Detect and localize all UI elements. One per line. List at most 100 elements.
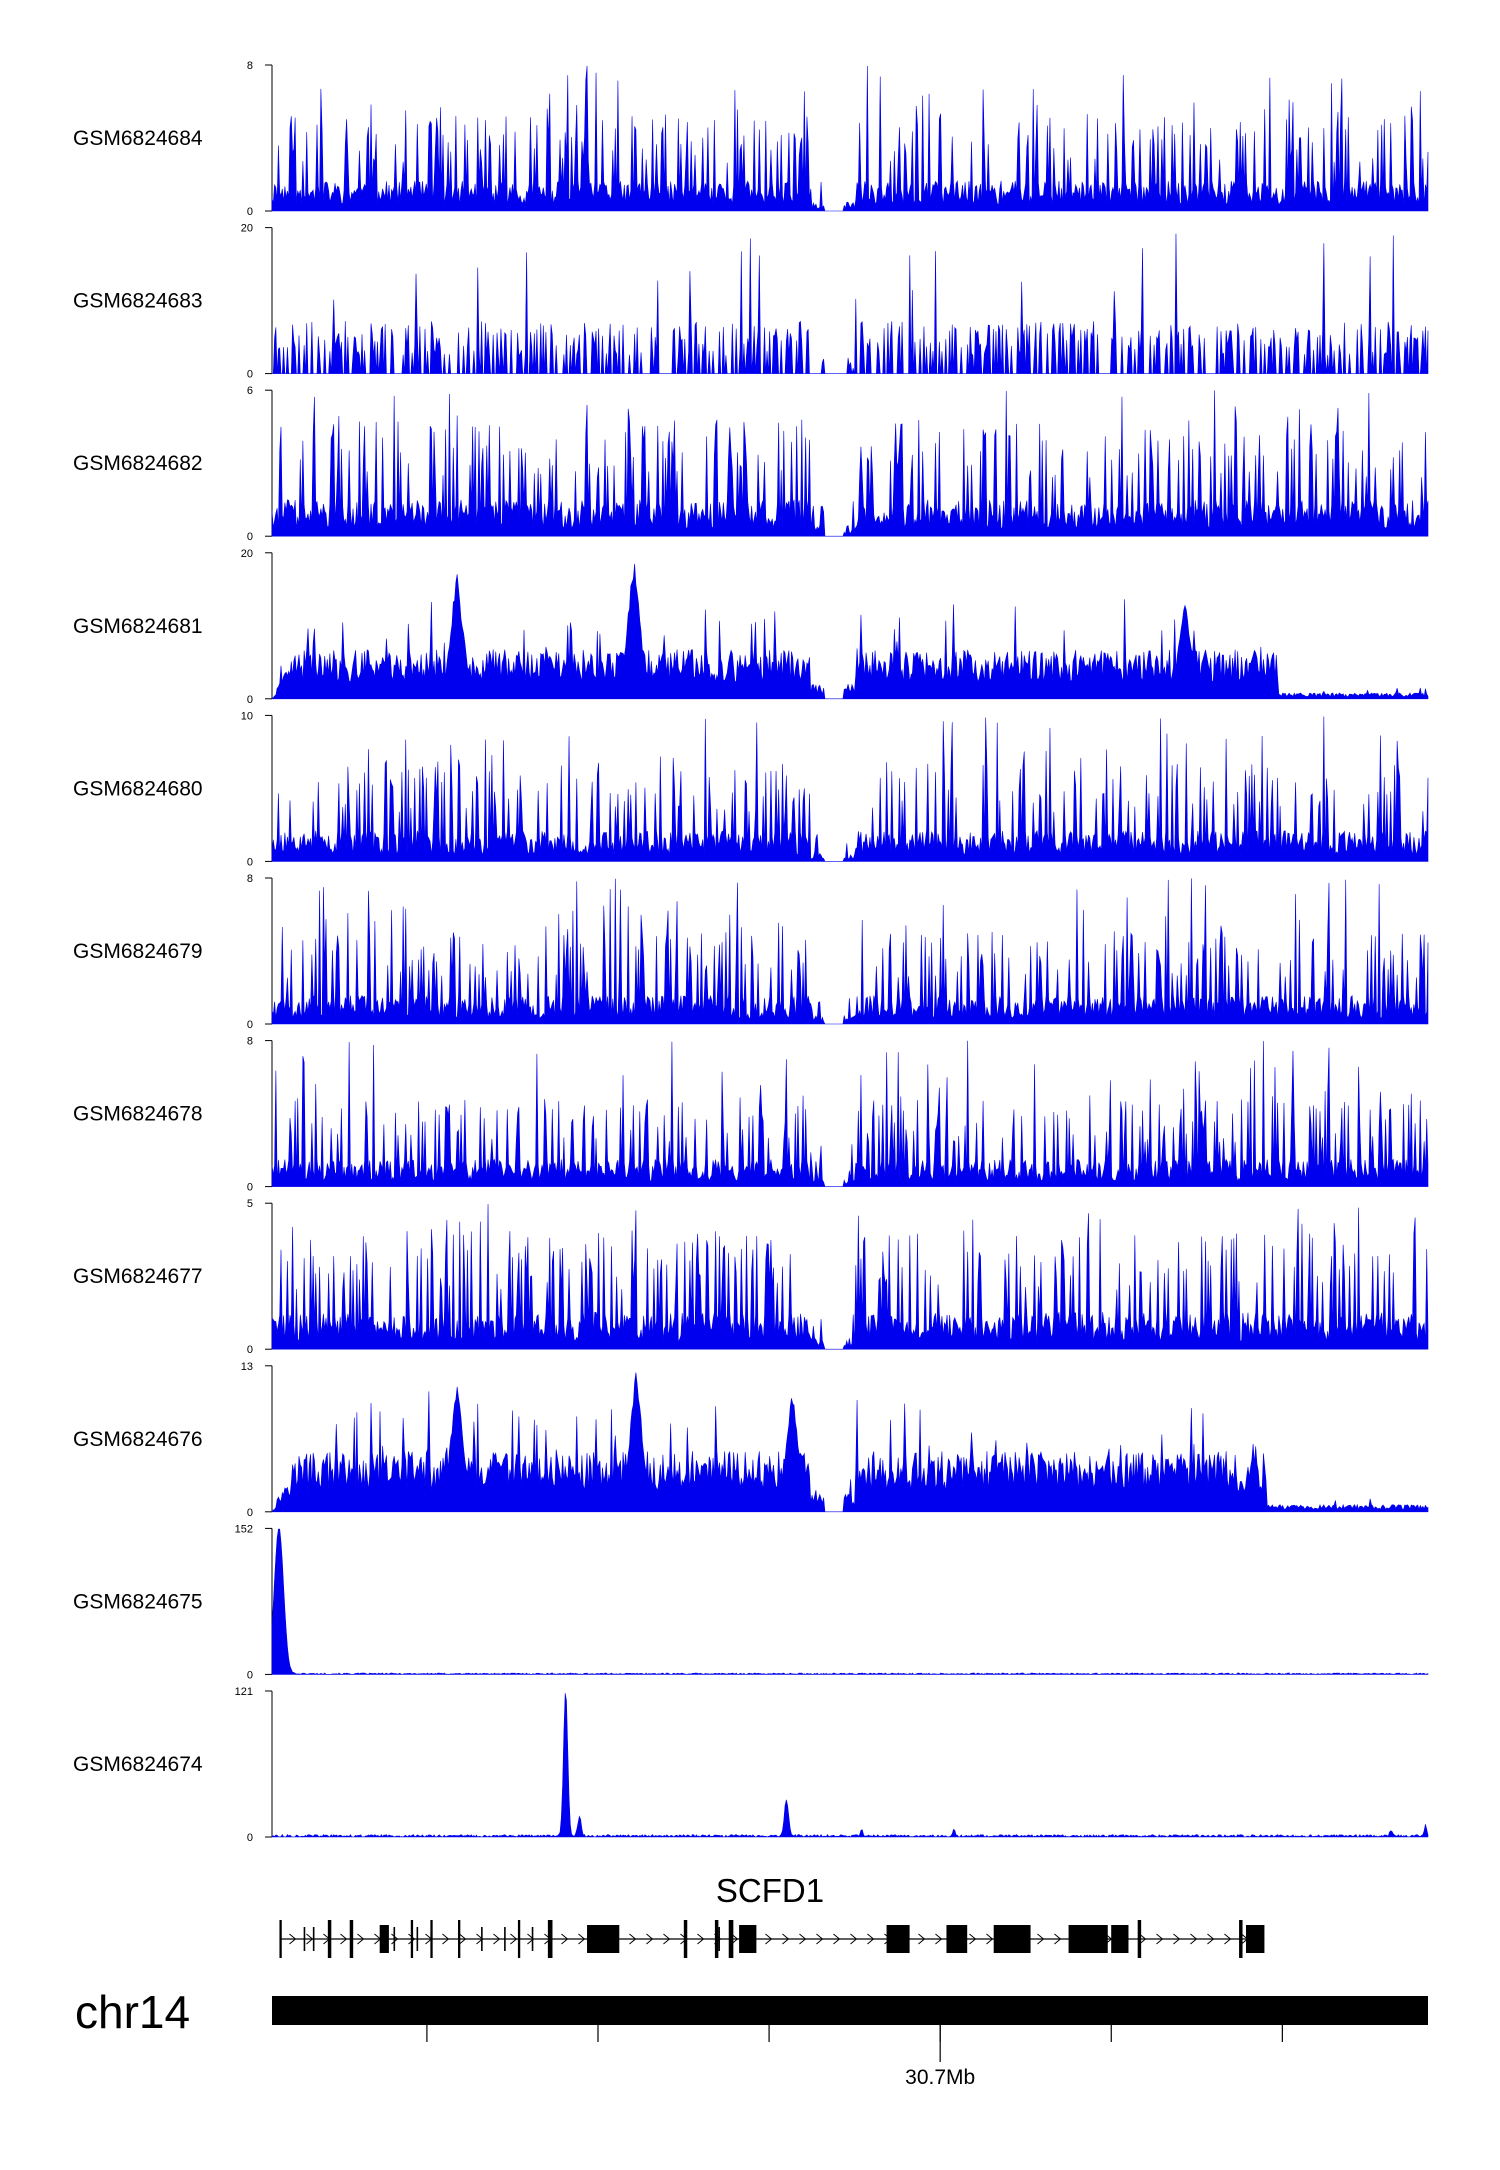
exon-thin <box>312 1927 315 1951</box>
y-max-label: 6 <box>247 385 253 397</box>
exon <box>279 1920 282 1958</box>
strand-arrow <box>918 1933 926 1945</box>
track-label: GSM6824679 <box>73 940 203 963</box>
signal-area <box>271 1693 1429 1838</box>
track-GSM6824684: GSM6824684 8 0 <box>73 60 1429 218</box>
strand-arrow <box>782 1933 790 1945</box>
strand-arrow <box>646 1933 654 1945</box>
track-label: GSM6824674 <box>73 1753 203 1776</box>
exon <box>410 1920 414 1958</box>
exon-thin <box>531 1927 534 1951</box>
track-GSM6824675: GSM6824675 152 0 <box>73 1523 1429 1681</box>
track-GSM6824680: GSM6824680 10 0 <box>73 710 1429 868</box>
y-min-label: 0 <box>247 369 253 381</box>
signal-area <box>272 233 1429 374</box>
strand-arrow <box>1037 1933 1045 1945</box>
exon <box>1111 1925 1129 1953</box>
track-GSM6824674: GSM6824674 121 0 <box>73 1686 1429 1844</box>
y-max-label: 13 <box>241 1361 253 1373</box>
gene-track: SCFD1 <box>279 1872 1265 1958</box>
track-GSM6824683: GSM6824683 20 0 <box>73 223 1429 381</box>
y-max-label: 8 <box>247 1036 253 1048</box>
strand-arrow <box>697 1933 705 1945</box>
strand-arrow <box>289 1933 297 1945</box>
y-max-label: 10 <box>241 710 253 722</box>
track-GSM6824676: GSM6824676 13 0 <box>73 1361 1429 1519</box>
exon <box>946 1925 968 1953</box>
track-label: GSM6824675 <box>73 1590 203 1613</box>
y-min-label: 0 <box>247 856 253 868</box>
track-label: GSM6824684 <box>73 127 203 150</box>
exon <box>683 1920 688 1958</box>
exon <box>547 1920 553 1958</box>
strand-arrow <box>510 1933 518 1945</box>
signal-area <box>271 878 1429 1025</box>
strand-arrow <box>850 1933 858 1945</box>
strand-arrow <box>1139 1933 1147 1945</box>
y-min-label: 0 <box>247 1507 253 1519</box>
strand-arrow <box>340 1933 348 1945</box>
exon-thin <box>718 1927 720 1951</box>
y-min-label: 0 <box>247 1019 253 1031</box>
y-max-label: 5 <box>247 1198 253 1210</box>
strand-arrow <box>833 1933 841 1945</box>
strand-arrow <box>561 1933 569 1945</box>
strand-arrow <box>357 1933 365 1945</box>
y-min-label: 0 <box>247 1182 253 1194</box>
y-max-label: 20 <box>241 223 253 235</box>
strand-arrow <box>391 1933 399 1945</box>
signal-area <box>271 1040 1429 1187</box>
track-label: GSM6824682 <box>73 452 203 475</box>
track-GSM6824677: GSM6824677 5 0 <box>73 1198 1429 1356</box>
strand-arrow <box>799 1933 807 1945</box>
position-label: 30.7Mb <box>905 2066 975 2089</box>
signal-area <box>271 716 1429 862</box>
gene-name: SCFD1 <box>716 1872 824 1909</box>
exon <box>993 1925 1031 1953</box>
chromosome-track: chr14 30.7Mb <box>75 1986 1428 2089</box>
y-min-label: 0 <box>247 531 253 543</box>
y-max-label: 8 <box>247 60 253 72</box>
y-max-label: 8 <box>247 873 253 885</box>
strand-arrow <box>493 1933 501 1945</box>
exon <box>587 1925 620 1953</box>
strand-arrow <box>629 1933 637 1945</box>
y-min-label: 0 <box>247 1669 253 1681</box>
signal-area <box>271 390 1429 537</box>
strand-arrow <box>1156 1933 1164 1945</box>
strand-arrow <box>867 1933 875 1945</box>
exon <box>517 1920 521 1958</box>
y-max-label: 152 <box>235 1523 253 1535</box>
strand-arrow <box>935 1933 943 1945</box>
exon <box>886 1925 910 1953</box>
y-min-label: 0 <box>247 206 253 218</box>
exon <box>739 1925 757 1953</box>
strand-arrow <box>442 1933 450 1945</box>
exon <box>1068 1925 1108 1953</box>
y-min-label: 0 <box>247 1344 253 1356</box>
exon <box>458 1920 461 1958</box>
track-label: GSM6824681 <box>73 615 203 638</box>
exon <box>1137 1920 1142 1958</box>
signal-area <box>271 563 1429 700</box>
strand-arrow <box>1190 1933 1198 1945</box>
strand-arrow <box>969 1933 977 1945</box>
strand-arrow <box>765 1933 773 1945</box>
track-label: GSM6824676 <box>73 1428 203 1451</box>
exon <box>1245 1925 1265 1953</box>
strand-arrow <box>1054 1933 1062 1945</box>
track-GSM6824681: GSM6824681 20 0 <box>73 548 1429 706</box>
strand-arrow <box>816 1933 824 1945</box>
exon <box>430 1920 433 1958</box>
chromosome-ideogram <box>272 1996 1428 2025</box>
strand-arrow <box>459 1933 467 1945</box>
track-label: GSM6824678 <box>73 1103 203 1126</box>
exon-thin <box>481 1927 483 1951</box>
strand-arrow <box>408 1933 416 1945</box>
signal-area <box>271 1528 1429 1675</box>
strand-arrow <box>1173 1933 1181 1945</box>
strand-arrow <box>731 1933 739 1945</box>
exon <box>379 1925 389 1953</box>
strand-arrow <box>527 1933 535 1945</box>
